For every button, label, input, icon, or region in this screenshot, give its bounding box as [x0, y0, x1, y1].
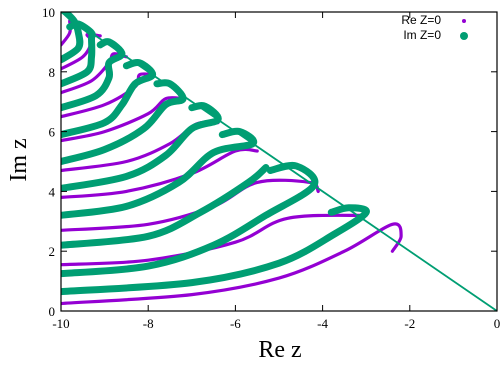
series-im-curve-4: [61, 102, 222, 192]
legend: Re Z=0 Im Z=0: [401, 13, 468, 42]
x-tick-label: -6: [230, 316, 241, 331]
plot-frame: [60, 11, 498, 312]
y-tick-label: 0: [49, 304, 56, 319]
x-axis-ticks: -10 -8 -6 -4 -2 0: [52, 12, 500, 331]
series-im-curve-2: [61, 164, 270, 249]
legend-entry-im-label: Im Z=0: [403, 28, 441, 42]
legend-entry-im-marker: [460, 32, 468, 40]
y-tick-label: 8: [49, 65, 56, 80]
series-im-curve-9: [61, 12, 84, 64]
x-tick-label: -4: [317, 316, 328, 331]
legend-entry-re-label: Re Z=0: [401, 13, 441, 27]
x-tick-label: 0: [494, 316, 501, 331]
series-im-curve-3: [61, 127, 258, 219]
series-im-curve-7: [61, 38, 126, 112]
x-axis-title: Re z: [258, 337, 301, 363]
x-tick-label: -8: [143, 316, 154, 331]
series-im-curve-0: [61, 204, 370, 296]
boundary-line: [60, 11, 498, 312]
series-re-curve-5: [61, 96, 185, 143]
series-re-curve-1: [61, 213, 368, 267]
x-tick-label: -2: [404, 316, 415, 331]
y-axis-ticks: 0 2 4 6 8 10: [42, 5, 497, 319]
y-tick-label: 4: [49, 184, 56, 199]
y-axis-title: Im z: [6, 138, 32, 181]
y-tick-label: 10: [42, 5, 55, 20]
legend-entry-re-marker: [462, 19, 466, 23]
x-tick-label: -10: [52, 316, 69, 331]
y-tick-label: 2: [49, 244, 56, 259]
series-im-curve-5: [61, 79, 187, 165]
data-curves: [61, 12, 403, 306]
series-im-curve-1: [61, 161, 319, 278]
y-tick-label: 6: [49, 125, 56, 140]
series-im-curve-6: [61, 58, 157, 139]
series-re-curve-0: [61, 222, 403, 306]
